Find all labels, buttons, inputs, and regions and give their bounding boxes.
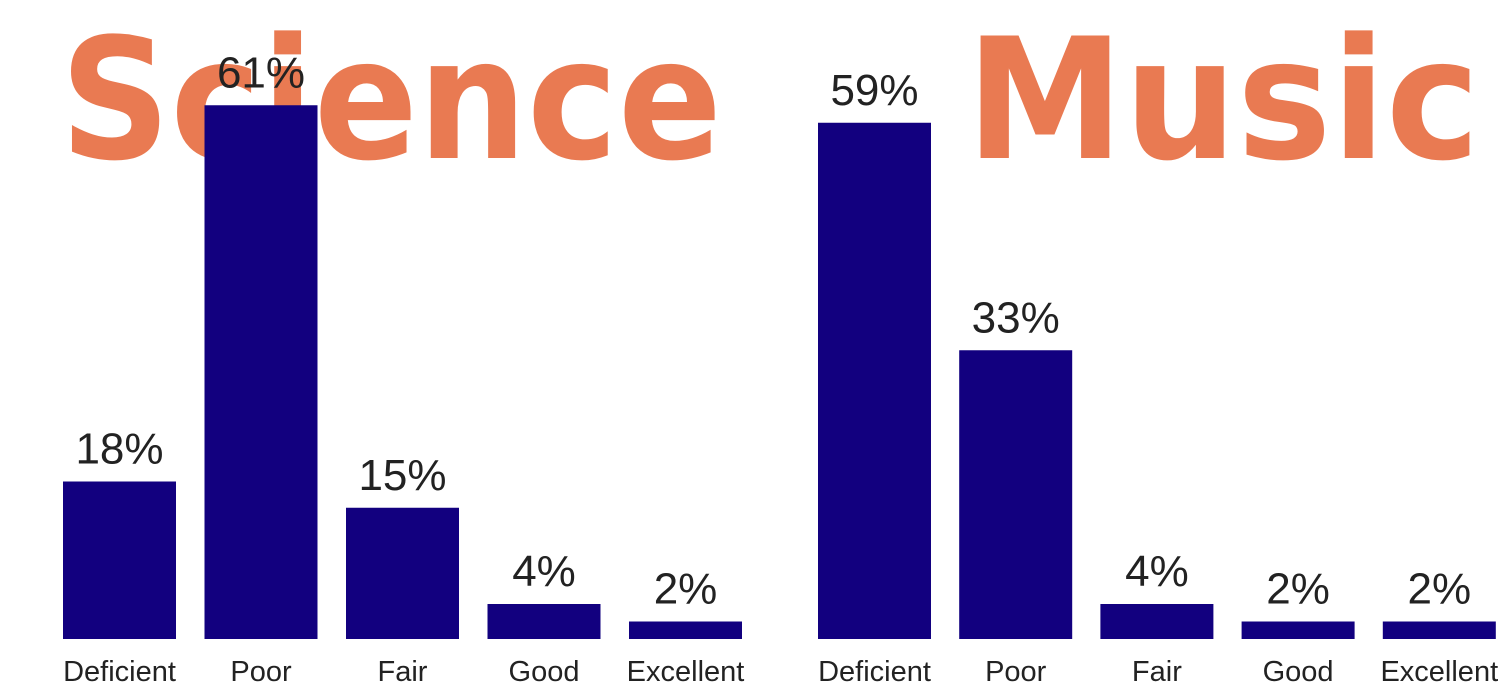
science-bar-fair xyxy=(346,507,459,639)
science-value-label-deficient: 18% xyxy=(75,425,163,474)
science-bar-good xyxy=(487,604,601,639)
science-bar-excellent xyxy=(629,621,742,639)
music-category-label-fair: Fair xyxy=(1132,656,1182,688)
music-bar-excellent xyxy=(1382,621,1496,639)
music-value-label-fair: 4% xyxy=(1125,547,1189,596)
music-bar-poor xyxy=(959,350,1073,639)
science-value-label-excellent: 2% xyxy=(654,565,718,614)
science-bar-poor xyxy=(204,105,318,639)
science-title: Science xyxy=(60,2,722,198)
music-category-label-good: Good xyxy=(1263,656,1334,688)
music-category-label-excellent: Excellent xyxy=(1380,656,1498,688)
science-value-label-good: 4% xyxy=(512,547,576,596)
science-bar-deficient xyxy=(63,481,176,639)
science-category-label-fair: Fair xyxy=(378,656,428,688)
music-bar-good xyxy=(1241,621,1355,639)
music-category-label-poor: Poor xyxy=(985,656,1047,688)
music-value-label-deficient: 59% xyxy=(830,66,918,115)
music-title: Music xyxy=(966,2,1480,198)
music-value-label-excellent: 2% xyxy=(1408,565,1472,614)
music-bar-fair xyxy=(1100,604,1214,639)
science-chart: Science 18% Deficient 61% Poor 15% Fair 4% Good… xyxy=(60,2,744,688)
science-category-label-good: Good xyxy=(509,656,580,688)
music-value-label-good: 2% xyxy=(1266,565,1330,614)
science-category-label-deficient: Deficient xyxy=(63,656,176,688)
science-value-label-fair: 15% xyxy=(358,451,446,500)
science-value-label-poor: 61% xyxy=(217,48,305,97)
music-bar-deficient xyxy=(818,122,931,639)
music-chart: Music 59% Deficient 33% Poor 4% Fair 2% Good 2% E… xyxy=(818,2,1498,688)
music-category-label-deficient: Deficient xyxy=(818,656,931,688)
science-category-label-excellent: Excellent xyxy=(627,656,745,688)
science-category-label-poor: Poor xyxy=(230,656,292,688)
music-value-label-poor: 33% xyxy=(972,293,1060,342)
